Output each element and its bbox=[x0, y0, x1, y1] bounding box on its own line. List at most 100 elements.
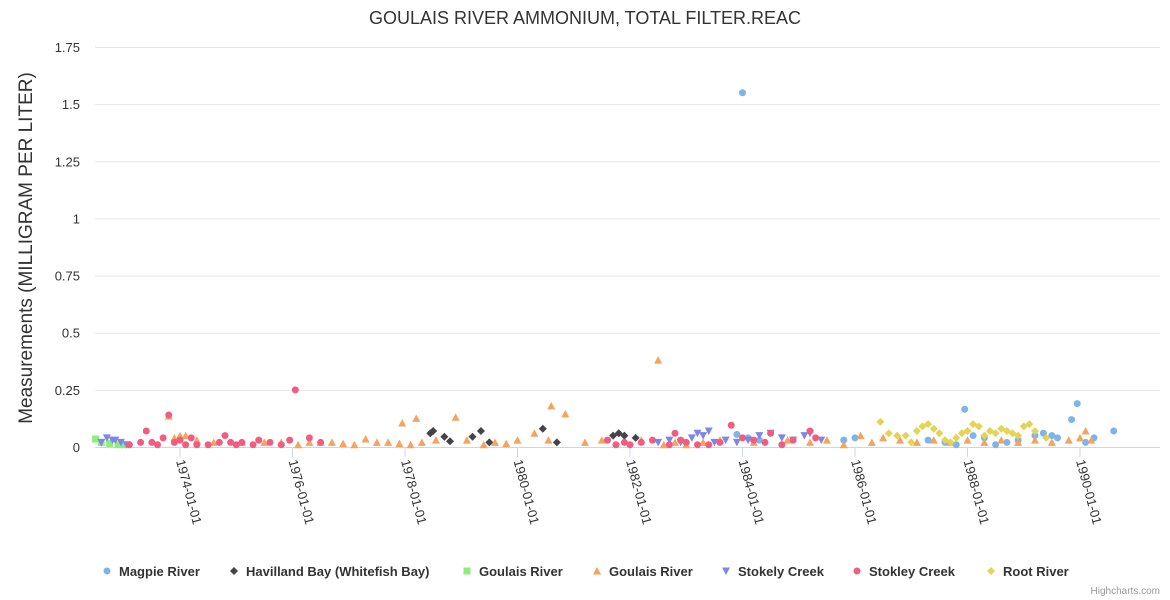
data-point[interactable] bbox=[1048, 432, 1056, 440]
credits-link[interactable]: Highcharts.com bbox=[1091, 586, 1160, 597]
data-point[interactable] bbox=[431, 436, 440, 444]
legend-item[interactable]: Goulais River bbox=[463, 564, 563, 579]
data-point[interactable] bbox=[148, 438, 156, 446]
data-point[interactable] bbox=[1064, 436, 1073, 444]
data-point[interactable] bbox=[137, 438, 145, 446]
data-point[interactable] bbox=[1087, 436, 1096, 444]
data-point[interactable] bbox=[1054, 434, 1061, 442]
legend-item[interactable]: Magpie River bbox=[103, 564, 200, 579]
data-point[interactable] bbox=[789, 436, 797, 444]
data-point[interactable] bbox=[929, 424, 938, 433]
data-point[interactable] bbox=[317, 438, 325, 446]
data-point[interactable] bbox=[597, 436, 606, 444]
data-point[interactable] bbox=[806, 427, 814, 435]
data-point[interactable] bbox=[992, 441, 1000, 449]
data-point[interactable] bbox=[800, 432, 809, 440]
data-point[interactable] bbox=[777, 434, 786, 442]
data-point[interactable] bbox=[659, 440, 668, 449]
data-point[interactable] bbox=[538, 424, 547, 433]
data-point[interactable] bbox=[778, 441, 786, 449]
data-point[interactable] bbox=[305, 438, 314, 446]
data-point[interactable] bbox=[291, 386, 299, 394]
data-point[interactable] bbox=[159, 434, 167, 442]
data-point[interactable] bbox=[876, 417, 885, 426]
data-point[interactable] bbox=[1003, 438, 1011, 446]
data-point[interactable] bbox=[699, 438, 708, 446]
data-point[interactable] bbox=[232, 441, 240, 449]
legend-label[interactable]: Magpie River bbox=[119, 564, 200, 579]
data-point[interactable] bbox=[1047, 438, 1056, 446]
data-point[interactable] bbox=[327, 438, 336, 446]
legend[interactable]: Magpie River Havilland Bay (Whitefish Bay… bbox=[103, 564, 1069, 579]
data-point[interactable] bbox=[429, 427, 438, 435]
data-point[interactable] bbox=[822, 436, 831, 444]
data-point[interactable] bbox=[238, 438, 246, 446]
data-point[interactable] bbox=[1014, 438, 1023, 446]
data-point[interactable] bbox=[710, 438, 719, 447]
data-point[interactable] bbox=[912, 438, 921, 446]
data-point[interactable] bbox=[716, 438, 724, 446]
data-point[interactable] bbox=[476, 427, 485, 435]
data-point[interactable] bbox=[305, 434, 313, 442]
data-point[interactable] bbox=[783, 436, 792, 444]
data-point[interactable] bbox=[952, 441, 960, 449]
data-point[interactable] bbox=[961, 405, 969, 413]
data-point[interactable] bbox=[417, 438, 426, 446]
data-point[interactable] bbox=[974, 422, 983, 431]
data-point[interactable] bbox=[502, 439, 511, 448]
data-point[interactable] bbox=[294, 440, 303, 449]
legend-label[interactable]: Root River bbox=[1003, 564, 1069, 579]
data-point[interactable] bbox=[867, 438, 876, 446]
data-point[interactable] bbox=[687, 434, 696, 442]
data-point[interactable] bbox=[969, 432, 977, 440]
legend-label[interactable]: Goulais River bbox=[479, 564, 563, 579]
data-point[interactable] bbox=[739, 89, 746, 97]
data-point[interactable] bbox=[182, 441, 190, 449]
data-point[interactable] bbox=[116, 438, 125, 447]
legend-label[interactable]: Havilland Bay (Whitefish Bay) bbox=[246, 564, 429, 579]
data-point[interactable] bbox=[176, 436, 184, 444]
data-point[interactable] bbox=[626, 441, 634, 449]
data-point[interactable] bbox=[446, 437, 454, 446]
data-point[interactable] bbox=[440, 432, 449, 441]
data-point[interactable] bbox=[479, 440, 488, 449]
legend-item[interactable]: Stokley Creek bbox=[853, 564, 956, 579]
data-point[interactable] bbox=[980, 438, 989, 446]
legend-item[interactable]: Root River bbox=[987, 564, 1069, 579]
legend-label[interactable]: Goulais River bbox=[609, 564, 693, 579]
data-point[interactable] bbox=[1073, 400, 1081, 408]
data-point[interactable] bbox=[1014, 431, 1023, 440]
data-point[interactable] bbox=[856, 431, 865, 440]
data-point[interactable] bbox=[1076, 433, 1084, 442]
data-point[interactable] bbox=[170, 438, 178, 446]
data-point[interactable] bbox=[631, 433, 640, 442]
data-point[interactable] bbox=[154, 441, 161, 449]
data-point[interactable] bbox=[114, 441, 122, 449]
data-point[interactable] bbox=[412, 414, 421, 422]
data-point[interactable] bbox=[963, 436, 972, 444]
data-point[interactable] bbox=[227, 438, 235, 446]
data-point[interactable] bbox=[817, 436, 826, 445]
data-point[interactable] bbox=[485, 438, 494, 447]
legend-item[interactable]: Goulais River bbox=[593, 564, 693, 579]
data-point[interactable] bbox=[176, 431, 184, 440]
data-point[interactable] bbox=[286, 436, 294, 444]
data-point[interactable] bbox=[665, 436, 674, 445]
data-point[interactable] bbox=[1042, 433, 1051, 442]
data-point[interactable] bbox=[840, 436, 848, 444]
data-point[interactable] bbox=[980, 431, 989, 440]
data-point[interactable] bbox=[705, 441, 713, 449]
data-point[interactable] bbox=[620, 438, 628, 446]
data-point[interactable] bbox=[361, 435, 370, 443]
data-point[interactable] bbox=[552, 438, 561, 447]
data-point[interactable] bbox=[893, 431, 902, 440]
data-point[interactable] bbox=[1031, 432, 1039, 440]
data-point[interactable] bbox=[677, 436, 685, 444]
data-point[interactable] bbox=[924, 420, 933, 429]
data-point[interactable] bbox=[221, 432, 229, 440]
data-point[interactable] bbox=[102, 434, 111, 442]
data-point[interactable] bbox=[544, 436, 553, 444]
data-point[interactable] bbox=[924, 436, 932, 444]
data-point[interactable] bbox=[654, 438, 663, 447]
data-point[interactable] bbox=[761, 438, 769, 446]
